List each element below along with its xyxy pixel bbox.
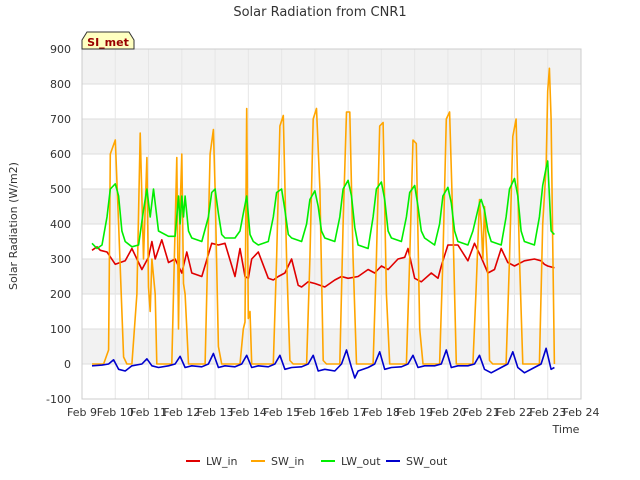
y-axis-label: Solar Radiation (W/m2) [7, 162, 20, 290]
plot-band [82, 259, 581, 294]
plot-band [82, 189, 581, 224]
y-tick-label: 500 [50, 183, 71, 196]
x-tick-label: Feb 13 [197, 406, 234, 419]
legend-label: LW_out [341, 455, 381, 468]
y-tick-label: 0 [64, 358, 71, 371]
y-tick-label: 400 [50, 218, 71, 231]
x-tick-label: Feb 20 [429, 406, 466, 419]
x-tick-label: Feb 11 [130, 406, 167, 419]
y-tick-label: 200 [50, 288, 71, 301]
x-tick-label: Feb 21 [463, 406, 500, 419]
plot-band [82, 49, 581, 84]
series-lines [91, 67, 556, 379]
legend: LW_in SW_in LW_out SW_out [186, 455, 448, 468]
plot-band [82, 329, 581, 364]
site-badge-box [81, 31, 135, 50]
x-tick-label: Feb 24 [563, 406, 600, 419]
series-line-sw-out [91, 347, 555, 379]
x-tick-label: Feb 23 [529, 406, 566, 419]
legend-item-sw-out: SW_out [386, 455, 448, 468]
y-tick-labels: -100 0 100 200 300 400 500 600 700 800 900 [46, 43, 71, 406]
legend-item-sw-in: SW_in [251, 455, 304, 468]
y-tick-label: 900 [50, 43, 71, 56]
series-line-sw-in [92, 67, 556, 365]
plot-area [81, 48, 582, 400]
y-tick-label: 100 [50, 323, 71, 336]
legend-item-lw-in: LW_in [186, 455, 238, 468]
x-tick-label: Feb 18 [363, 406, 400, 419]
site-badge: SI_met [81, 31, 135, 50]
plot-band [82, 119, 581, 154]
series-line-lw-in [91, 239, 555, 288]
x-tick-label: Feb 22 [496, 406, 533, 419]
legend-label: LW_in [206, 455, 238, 468]
x-tick-label: Feb 15 [263, 406, 300, 419]
y-tick-label: -100 [46, 393, 71, 406]
y-tick-label: 300 [50, 253, 71, 266]
y-tick-label: 800 [50, 78, 71, 91]
x-tick-label: Feb 9 [67, 406, 97, 419]
legend-item-lw-out: LW_out [321, 455, 381, 468]
chart-title: Solar Radiation from CNR1 [233, 5, 406, 20]
y-tick-label: 600 [50, 148, 71, 161]
x-tick-label: Feb 10 [97, 406, 134, 419]
series-line-lw-out [91, 160, 555, 250]
legend-label: SW_in [271, 455, 304, 468]
x-tick-label: Feb 12 [163, 406, 200, 419]
y-tick-label: 700 [50, 113, 71, 126]
x-tick-label: Feb 14 [230, 406, 267, 419]
x-tick-label: Feb 16 [296, 406, 333, 419]
x-tick-label: Feb 17 [330, 406, 367, 419]
site-badge-label: SI_met [87, 36, 129, 49]
legend-label: SW_out [406, 455, 448, 468]
x-tick-label: Feb 19 [396, 406, 433, 419]
x-axis-label: Time [552, 423, 580, 436]
